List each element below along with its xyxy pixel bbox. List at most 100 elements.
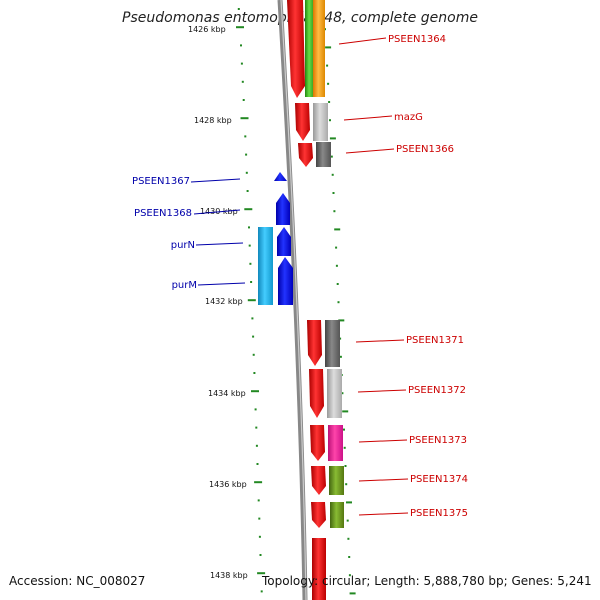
cds-arrow[interactable] xyxy=(312,538,326,600)
tick-label: 1432 kbp xyxy=(205,297,243,306)
tick-mark xyxy=(240,62,243,65)
cds-arrow[interactable] xyxy=(307,320,322,366)
tick-mark xyxy=(331,173,334,176)
tick-mark xyxy=(347,537,350,540)
tick-mark xyxy=(241,80,244,83)
tick-mark xyxy=(244,135,247,138)
tick-mark xyxy=(251,390,259,393)
cog-bar-gray-dark[interactable] xyxy=(325,320,340,367)
tick-mark xyxy=(349,592,356,595)
gene-label[interactable]: PSEEN1368 xyxy=(134,208,192,219)
cog-bar-orange[interactable] xyxy=(313,0,325,97)
cds-arrow-forward[interactable] xyxy=(274,172,287,181)
gene-label[interactable]: mazG xyxy=(394,112,423,123)
tick-mark xyxy=(328,101,331,103)
tick-mark xyxy=(255,444,258,447)
tick-mark xyxy=(253,372,256,374)
cog-bar-gray-light[interactable] xyxy=(327,369,342,418)
cds-arrow-forward[interactable] xyxy=(276,193,290,225)
tick-mark xyxy=(344,465,347,467)
tick-mark xyxy=(343,428,345,431)
cog-bar-green[interactable] xyxy=(305,0,314,97)
tick-mark xyxy=(250,281,253,283)
forward-cds-track xyxy=(258,172,293,305)
tick-mark xyxy=(258,535,261,538)
tick-mark xyxy=(249,262,252,265)
cds-arrow[interactable] xyxy=(298,143,313,167)
tick-mark xyxy=(346,519,349,522)
tick-mark xyxy=(343,446,346,449)
tick-mark xyxy=(247,299,256,302)
cds-arrow-forward[interactable] xyxy=(277,227,291,256)
tick-mark xyxy=(336,283,339,285)
tick-mark xyxy=(254,408,257,411)
tick-mark xyxy=(335,264,338,267)
cds-arrow[interactable] xyxy=(311,502,326,528)
tick-mark xyxy=(236,26,244,29)
tick-mark xyxy=(252,335,255,338)
tick-mark xyxy=(251,317,254,320)
cog-bar-olive[interactable] xyxy=(330,502,344,528)
tick-mark xyxy=(337,301,340,304)
tick-mark xyxy=(348,574,351,577)
tick-mark xyxy=(339,355,342,358)
gene-label[interactable]: PSEEN1374 xyxy=(410,474,468,485)
gene-label[interactable]: PSEEN1373 xyxy=(409,435,467,446)
tick-label: 1438 kbp xyxy=(210,571,248,580)
tick-mark xyxy=(327,82,330,85)
cog-track xyxy=(305,0,344,528)
tick-mark xyxy=(332,192,335,194)
tick-mark xyxy=(339,337,342,340)
cds-arrow-forward[interactable] xyxy=(278,257,293,305)
tick-mark xyxy=(245,171,248,174)
backbone-line xyxy=(277,0,308,600)
tick-mark xyxy=(330,155,333,158)
tick-mark xyxy=(258,517,261,520)
gene-label[interactable]: PSEEN1372 xyxy=(408,385,466,396)
tick-mark xyxy=(244,208,253,211)
gene-label[interactable]: PSEEN1366 xyxy=(396,144,454,155)
cds-arrow[interactable] xyxy=(311,466,326,495)
cds-arrow[interactable] xyxy=(310,425,325,461)
tick-mark xyxy=(248,244,251,247)
cog-bar-magenta[interactable] xyxy=(328,425,343,461)
right-gene-labels: PSEEN1364 mazG PSEEN1366 PSEEN1371 PSEEN… xyxy=(388,34,468,519)
cds-track xyxy=(287,0,326,600)
tick-mark xyxy=(242,99,245,101)
tick-label: 1426 kbp xyxy=(188,25,226,34)
tick-mark xyxy=(248,226,250,229)
tick-mark xyxy=(246,190,249,192)
inner-tick-marks xyxy=(236,8,266,593)
tick-mark xyxy=(260,590,263,593)
tick-mark xyxy=(338,319,345,322)
tick-mark xyxy=(240,44,242,47)
tick-mark xyxy=(326,64,329,67)
tick-mark xyxy=(325,46,332,49)
tick-mark xyxy=(335,246,338,249)
tick-mark xyxy=(329,137,336,140)
tick-mark xyxy=(345,483,348,486)
gene-label[interactable]: purM xyxy=(172,280,197,291)
gene-label[interactable]: PSEEN1364 xyxy=(388,34,446,45)
cog-bar-gray-light[interactable] xyxy=(313,103,328,141)
accession-text: Accession: NC_008027 xyxy=(9,574,146,588)
cog-bar-gray-dark[interactable] xyxy=(316,142,331,167)
backbone-highlight xyxy=(280,0,307,600)
tick-mark xyxy=(254,481,263,484)
tick-mark xyxy=(334,228,341,231)
gene-label[interactable]: PSEEN1375 xyxy=(410,508,468,519)
cds-arrow[interactable] xyxy=(287,0,305,98)
cds-arrow[interactable] xyxy=(295,103,310,141)
gene-label[interactable]: PSEEN1371 xyxy=(406,335,464,346)
tick-mark xyxy=(342,410,349,413)
left-leaders xyxy=(190,178,246,286)
gene-label[interactable]: PSEEN1367 xyxy=(132,176,190,187)
tick-mark xyxy=(257,572,266,575)
tick-mark xyxy=(240,117,249,120)
cog-bar-cyan[interactable] xyxy=(258,227,273,305)
cds-arrow[interactable] xyxy=(309,369,324,418)
gene-label[interactable]: purN xyxy=(171,240,195,251)
tick-mark xyxy=(252,353,255,356)
cog-bar-olive[interactable] xyxy=(329,466,344,495)
